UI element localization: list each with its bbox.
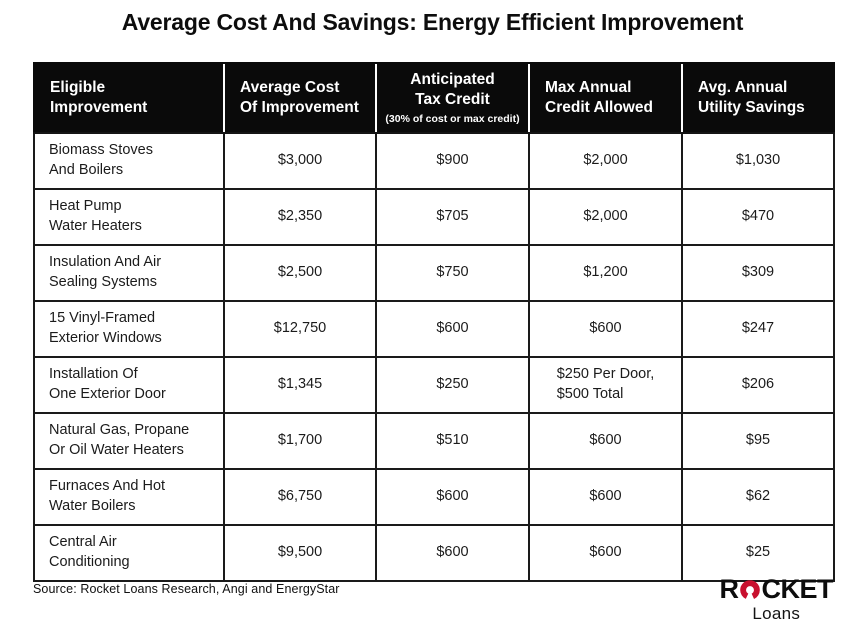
cell-improvement: Biomass Stoves And Boilers (33, 132, 225, 190)
cell-max-credit: $2,000 (528, 188, 683, 246)
cell-tax-credit: $600 (375, 524, 530, 582)
col-header-label: Anticipated Tax Credit (410, 70, 495, 109)
cell-improvement: Natural Gas, Propane Or Oil Water Heater… (33, 412, 225, 470)
cell-tax-credit: $250 (375, 356, 530, 414)
table-row: Heat Pump Water Heaters $2,350 $705 $2,0… (33, 188, 835, 246)
table-row: 15 Vinyl-Framed Exterior Windows $12,750… (33, 300, 835, 358)
logo-subtext: Loans (752, 604, 801, 623)
cost-savings-table: Eligible Improvement Average Cost Of Imp… (33, 62, 835, 582)
table-row: Insulation And Air Sealing Systems $2,50… (33, 244, 835, 302)
col-header-label: Eligible Improvement (50, 78, 148, 116)
rocket-loans-logo: R CKET Loans (720, 574, 834, 624)
logo-wordmark: R CKET (720, 576, 834, 603)
cell-max-credit: $600 (528, 468, 683, 526)
cell-improvement: Insulation And Air Sealing Systems (33, 244, 225, 302)
cell-utility-savings: $206 (681, 356, 835, 414)
source-note: Source: Rocket Loans Research, Angi and … (33, 582, 340, 596)
table-row: Natural Gas, Propane Or Oil Water Heater… (33, 412, 835, 470)
cell-max-credit: $600 (528, 524, 683, 582)
logo-letters-cket: CKET (761, 574, 834, 604)
col-header-label: Max Annual Credit Allowed (545, 78, 653, 116)
cell-utility-savings: $25 (681, 524, 835, 582)
cell-avg-cost: $2,350 (223, 188, 377, 246)
cell-improvement: Furnaces And Hot Water Boilers (33, 468, 225, 526)
cell-improvement: 15 Vinyl-Framed Exterior Windows (33, 300, 225, 358)
cell-avg-cost: $1,700 (223, 412, 377, 470)
table-row: Installation Of One Exterior Door $1,345… (33, 356, 835, 414)
cell-improvement: Heat Pump Water Heaters (33, 188, 225, 246)
footer: Source: Rocket Loans Research, Angi and … (33, 574, 833, 624)
col-header-note: (30% of cost or max credit) (385, 112, 520, 125)
col-header-eligible-improvement: Eligible Improvement (33, 62, 224, 134)
cell-avg-cost: $1,345 (223, 356, 377, 414)
cell-improvement: Installation Of One Exterior Door (33, 356, 225, 414)
cell-avg-cost: $9,500 (223, 524, 377, 582)
col-header-label: Average Cost Of Improvement (240, 78, 359, 116)
rocket-o-icon (740, 580, 760, 600)
cell-improvement: Central Air Conditioning (33, 524, 225, 582)
col-header-tax-credit: Anticipated Tax Credit (30% of cost or m… (375, 62, 529, 134)
cell-avg-cost: $2,500 (223, 244, 377, 302)
table-row: Furnaces And Hot Water Boilers $6,750 $6… (33, 468, 835, 526)
cell-utility-savings: $309 (681, 244, 835, 302)
cell-avg-cost: $6,750 (223, 468, 377, 526)
cell-utility-savings: $1,030 (681, 132, 835, 190)
table-row: Biomass Stoves And Boilers $3,000 $900 $… (33, 132, 835, 190)
logo-letter-r: R (719, 574, 740, 604)
col-header-utility-savings: Avg. Annual Utility Savings (681, 62, 835, 134)
cell-max-credit: $600 (528, 412, 683, 470)
cell-max-credit: $250 Per Door, $500 Total (528, 356, 683, 414)
cell-max-credit: $1,200 (528, 244, 683, 302)
cell-max-credit: $2,000 (528, 132, 683, 190)
col-header-label: Avg. Annual Utility Savings (698, 78, 805, 116)
cell-tax-credit: $900 (375, 132, 530, 190)
cell-utility-savings: $470 (681, 188, 835, 246)
cell-tax-credit: $510 (375, 412, 530, 470)
cell-utility-savings: $95 (681, 412, 835, 470)
cell-tax-credit: $705 (375, 188, 530, 246)
col-header-max-credit: Max Annual Credit Allowed (528, 62, 682, 134)
cell-tax-credit: $600 (375, 468, 530, 526)
cell-utility-savings: $62 (681, 468, 835, 526)
table-row: Central Air Conditioning $9,500 $600 $60… (33, 524, 835, 582)
col-header-average-cost: Average Cost Of Improvement (223, 62, 376, 134)
page-title: Average Cost And Savings: Energy Efficie… (121, 9, 744, 35)
cell-avg-cost: $12,750 (223, 300, 377, 358)
cell-tax-credit: $600 (375, 300, 530, 358)
cell-max-credit: $600 (528, 300, 683, 358)
cell-avg-cost: $3,000 (223, 132, 377, 190)
cell-utility-savings: $247 (681, 300, 835, 358)
header-row: Eligible Improvement Average Cost Of Imp… (33, 62, 835, 134)
cell-tax-credit: $750 (375, 244, 530, 302)
